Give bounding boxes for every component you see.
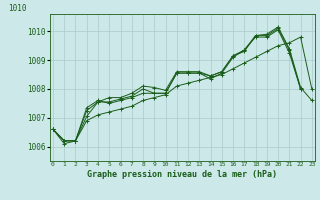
X-axis label: Graphe pression niveau de la mer (hPa): Graphe pression niveau de la mer (hPa) <box>87 170 277 179</box>
Text: 1010: 1010 <box>8 4 27 13</box>
